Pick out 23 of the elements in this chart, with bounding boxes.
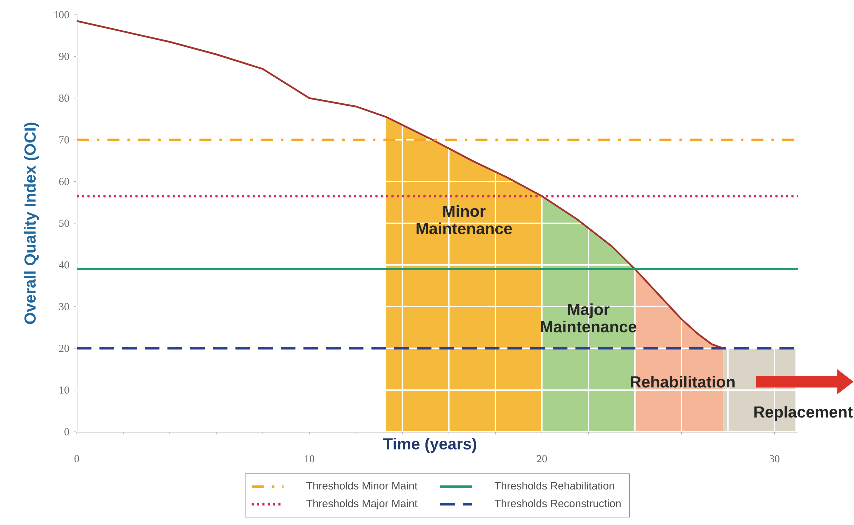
y-tick-label: 50: [60, 220, 70, 228]
x-tick-label: 10: [305, 455, 315, 463]
y-tick-label: 100: [54, 11, 70, 19]
x-axis-title: Time (years): [383, 438, 476, 453]
y-tick-label: 40: [59, 262, 70, 269]
series-label: Rehabilitation: [631, 376, 735, 388]
y-tick-label: 70: [60, 136, 70, 144]
legend-label: Thresholds Minor Maint: [306, 482, 418, 490]
series-label: Replacement: [754, 406, 853, 422]
y-tick-label: 10: [60, 386, 70, 394]
x-tick-label: 20: [537, 455, 548, 463]
y-tick-label: 60: [59, 178, 70, 186]
y-tick-label: 30: [59, 303, 70, 310]
y-tick-label: 0: [64, 428, 70, 436]
y-tick-label: 20: [59, 344, 70, 352]
y-axis-title: Overall Quality Index (OCI): [24, 122, 40, 324]
x-tick-label: 0: [74, 455, 80, 463]
y-tick-label: 80: [59, 94, 70, 102]
legend-label: Thresholds Reconstruction: [494, 500, 621, 508]
legend-label: Thresholds Rehabilitation: [494, 482, 614, 490]
y-tick-label: 90: [59, 53, 70, 60]
legend-label: Thresholds Major Maint: [306, 500, 418, 510]
x-tick-label: 30: [770, 455, 780, 463]
